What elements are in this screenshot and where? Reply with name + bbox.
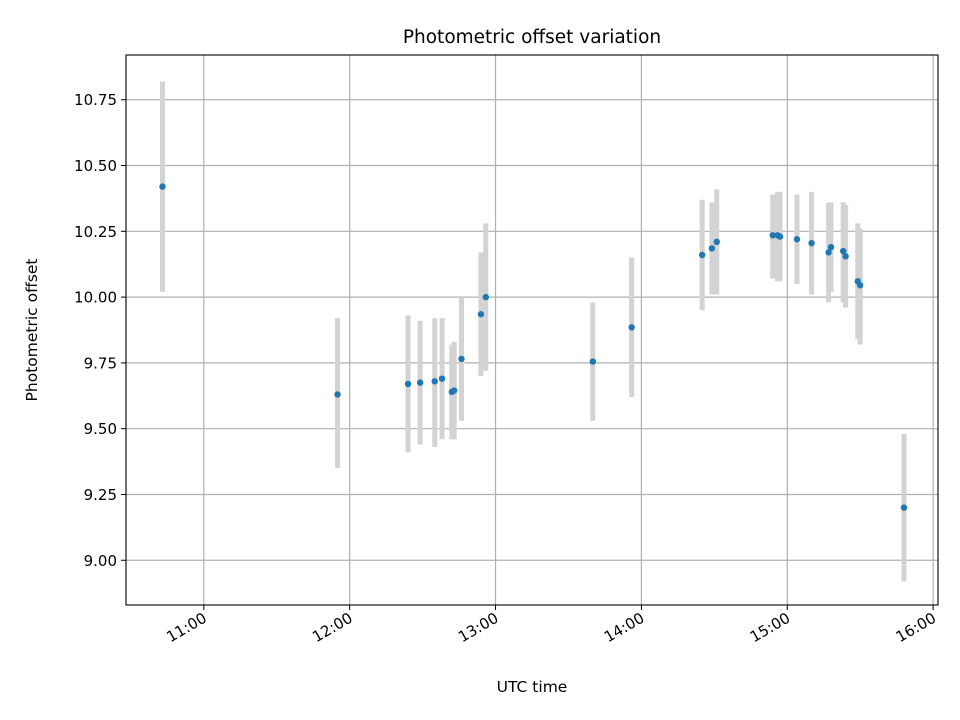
data-points xyxy=(159,183,908,511)
data-point xyxy=(793,236,801,243)
y-tick-label: 10.25 xyxy=(74,223,117,241)
data-point xyxy=(589,358,596,365)
y-tick-label: 9.00 xyxy=(84,552,117,570)
data-point xyxy=(482,293,490,301)
data-point xyxy=(404,380,412,388)
y-tick-label: 9.25 xyxy=(84,486,117,504)
data-point xyxy=(776,233,784,240)
y-tick-label: 10.00 xyxy=(74,289,117,307)
data-point xyxy=(458,355,465,363)
data-point xyxy=(159,183,166,190)
y-tick-label: 9.50 xyxy=(84,420,117,438)
data-point xyxy=(334,391,341,398)
data-point xyxy=(451,387,458,394)
data-point xyxy=(477,311,485,318)
data-point xyxy=(628,324,635,331)
chart-title: Photometric offset variation xyxy=(403,27,661,48)
data-point xyxy=(431,378,438,385)
data-point xyxy=(698,251,706,259)
x-axis-label: UTC time xyxy=(497,678,568,696)
data-point xyxy=(416,379,424,386)
data-point xyxy=(839,247,847,255)
data-point xyxy=(842,253,849,260)
data-point xyxy=(808,239,815,247)
data-point xyxy=(438,375,446,382)
y-tick-label: 10.75 xyxy=(74,91,117,109)
y-tick-label: 9.75 xyxy=(84,354,117,372)
y-axis-label: Photometric offset xyxy=(23,259,41,402)
data-point xyxy=(769,232,776,239)
data-point xyxy=(708,245,716,252)
data-point xyxy=(825,249,832,256)
plot-frame xyxy=(125,54,939,606)
y-axis-ticks: 9.00 9.25 9.50 9.75 10.00 10.25 10.50 10.75 xyxy=(74,91,126,570)
grid xyxy=(126,55,938,605)
y-tick-label: 10.50 xyxy=(74,157,117,175)
data-point xyxy=(857,282,864,289)
data-point xyxy=(900,504,908,511)
data-point xyxy=(713,238,720,246)
data-point xyxy=(827,243,835,251)
